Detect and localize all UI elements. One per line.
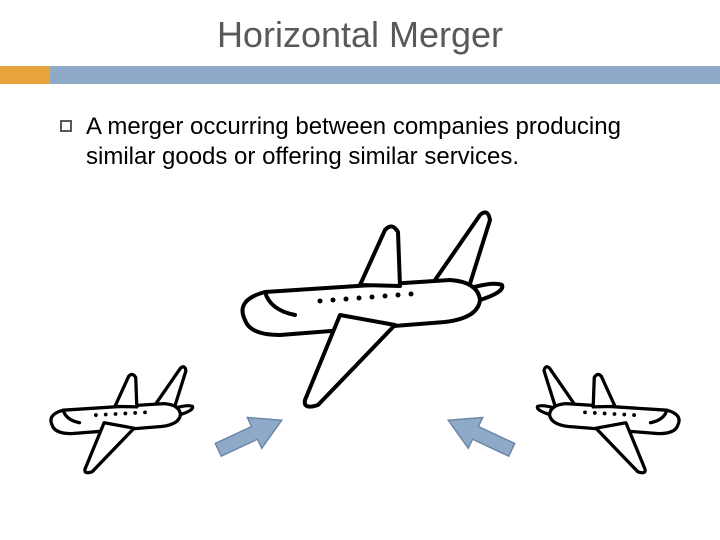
bullet-text: A merger occurring between companies pro… [86,112,660,172]
airplane-small-right-icon [530,360,700,480]
merge-arrow-left-icon [210,410,290,460]
slide-title: Horizontal Merger [0,0,720,66]
content-area: A merger occurring between companies pro… [0,84,720,172]
bullet-item: A merger occurring between companies pro… [60,112,660,172]
accent-blue-segment [50,66,720,84]
merger-diagram [0,210,720,530]
bullet-marker-icon [60,120,72,132]
accent-bar [0,66,720,84]
accent-orange-segment [0,66,50,84]
airplane-large-icon [210,200,510,420]
airplane-small-left-icon [30,360,200,480]
merge-arrow-right-icon [440,410,520,460]
